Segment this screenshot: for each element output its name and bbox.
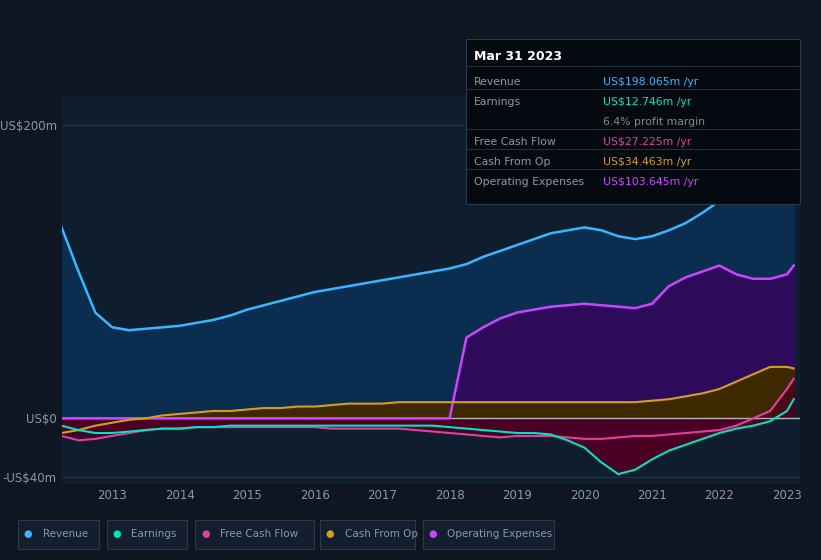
Text: US$27.225m /yr: US$27.225m /yr bbox=[603, 137, 691, 147]
Text: Earnings: Earnings bbox=[474, 97, 521, 108]
Text: ●: ● bbox=[326, 529, 334, 539]
Text: US$198.065m /yr: US$198.065m /yr bbox=[603, 77, 699, 87]
Text: Free Cash Flow: Free Cash Flow bbox=[220, 529, 298, 539]
Text: Cash From Op: Cash From Op bbox=[345, 529, 418, 539]
Text: US$103.645m /yr: US$103.645m /yr bbox=[603, 178, 699, 188]
Text: Operating Expenses: Operating Expenses bbox=[447, 529, 553, 539]
Text: Earnings: Earnings bbox=[131, 529, 177, 539]
Text: US$12.746m /yr: US$12.746m /yr bbox=[603, 97, 691, 108]
Text: Free Cash Flow: Free Cash Flow bbox=[474, 137, 556, 147]
Text: ●: ● bbox=[24, 529, 32, 539]
Text: ●: ● bbox=[112, 529, 121, 539]
Text: Operating Expenses: Operating Expenses bbox=[474, 178, 584, 188]
Text: ●: ● bbox=[201, 529, 209, 539]
Text: Mar 31 2023: Mar 31 2023 bbox=[474, 50, 562, 63]
Text: Revenue: Revenue bbox=[474, 77, 521, 87]
Text: 6.4% profit margin: 6.4% profit margin bbox=[603, 118, 705, 127]
Text: US$34.463m /yr: US$34.463m /yr bbox=[603, 157, 691, 167]
Text: ●: ● bbox=[429, 529, 437, 539]
Text: Cash From Op: Cash From Op bbox=[474, 157, 550, 167]
Text: Revenue: Revenue bbox=[43, 529, 88, 539]
